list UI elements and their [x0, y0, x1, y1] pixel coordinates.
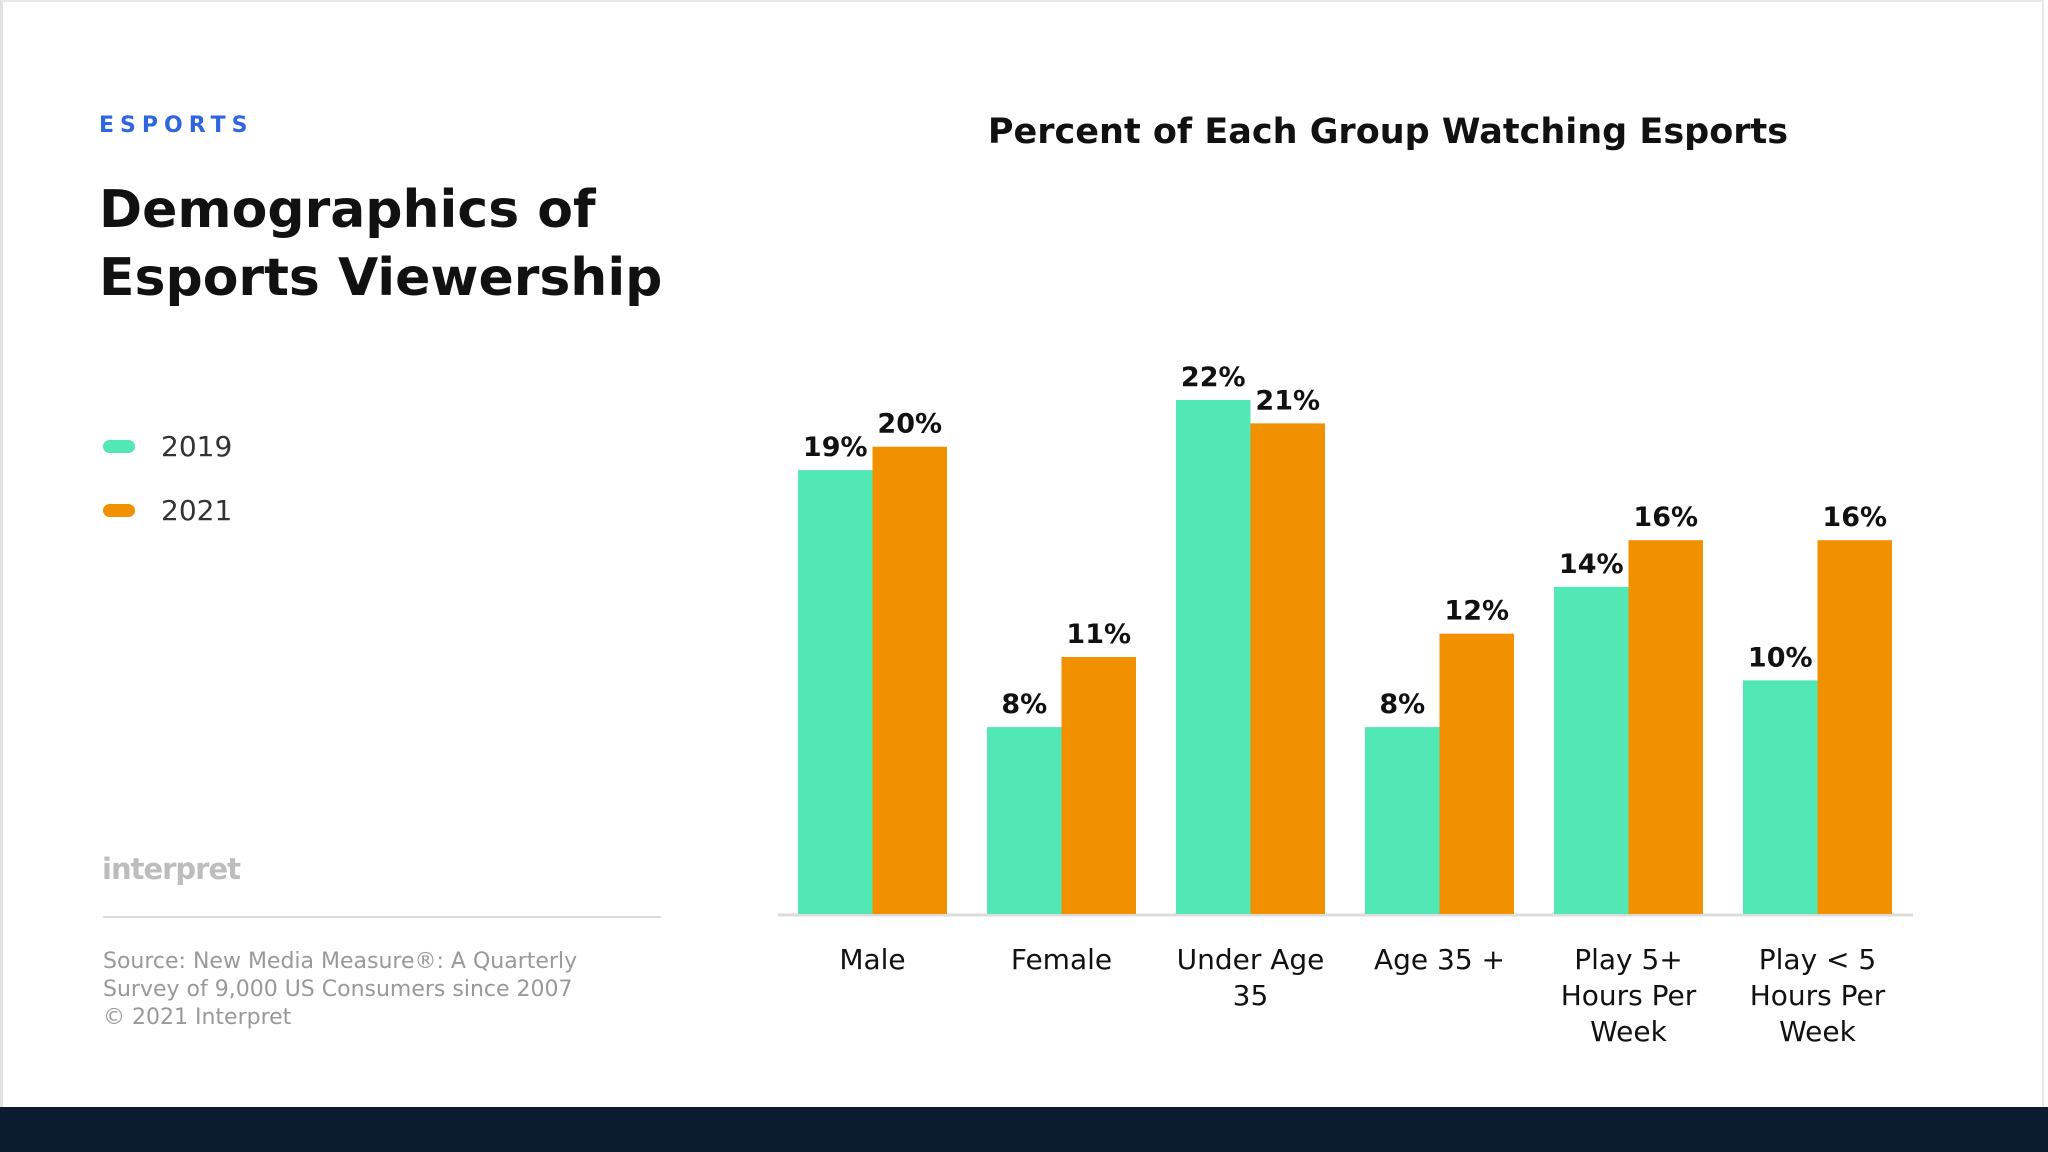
- bar-2021: [1439, 633, 1514, 914]
- divider: [103, 916, 661, 918]
- legend: 2019 2021: [103, 414, 232, 542]
- data-label: 19%: [803, 432, 868, 463]
- category-label: Male: [839, 943, 906, 976]
- page-title: Demographics of Esports Viewership: [99, 180, 663, 308]
- bar-2019: [987, 727, 1062, 914]
- bar-2019: [798, 470, 873, 914]
- copyright-text: © 2021 Interpret: [103, 1005, 292, 1030]
- bar-2019: [1176, 400, 1251, 914]
- bar-2021: [1250, 423, 1325, 914]
- legend-label: 2019: [161, 429, 233, 463]
- section-eyebrow: ESPORTS: [99, 113, 254, 138]
- data-label: 16%: [1633, 502, 1698, 533]
- source-text: Source: New Media Measure®: A Quarterly …: [103, 949, 578, 1002]
- chart-title: Percent of Each Group Watching Esports: [987, 112, 1789, 152]
- data-label: 11%: [1066, 619, 1131, 650]
- legend-label: 2021: [161, 493, 233, 527]
- legend-swatch-2021: [103, 503, 135, 517]
- bar-2021: [1817, 540, 1892, 914]
- data-label: 21%: [1255, 385, 1320, 416]
- slide-frame: [0, 0, 2044, 1107]
- legend-item-2019: 2019: [103, 414, 232, 478]
- category-label: Play 5+ Hours Per Week: [1560, 943, 1697, 1048]
- category-label: Play < 5 Hours Per Week: [1749, 943, 1886, 1048]
- data-label: 8%: [1379, 689, 1425, 720]
- data-label: 20%: [877, 409, 942, 440]
- category-label: Female: [1010, 943, 1113, 976]
- data-label: 12%: [1444, 596, 1509, 627]
- legend-swatch-2019: [103, 439, 135, 453]
- footer-band: [0, 1107, 2048, 1152]
- bar-2019: [1365, 727, 1440, 914]
- bar-2019: [1554, 586, 1629, 914]
- bar-2021: [1061, 657, 1136, 914]
- interpret-logo: interpret: [102, 852, 241, 886]
- bar-2021: [872, 446, 947, 914]
- data-label: 16%: [1822, 502, 1887, 533]
- bar-2019: [1743, 680, 1818, 914]
- category-label: Age 35 +: [1373, 943, 1506, 976]
- data-label: 8%: [1001, 689, 1047, 720]
- bar-2021: [1628, 540, 1703, 914]
- legend-item-2021: 2021: [103, 478, 232, 542]
- data-label: 10%: [1748, 642, 1813, 673]
- data-label: 22%: [1181, 362, 1246, 393]
- category-label: Under Age 35: [1176, 943, 1325, 1012]
- source-note: Source: New Media Measure®: A Quarterly …: [103, 948, 703, 1032]
- data-label: 14%: [1559, 549, 1624, 580]
